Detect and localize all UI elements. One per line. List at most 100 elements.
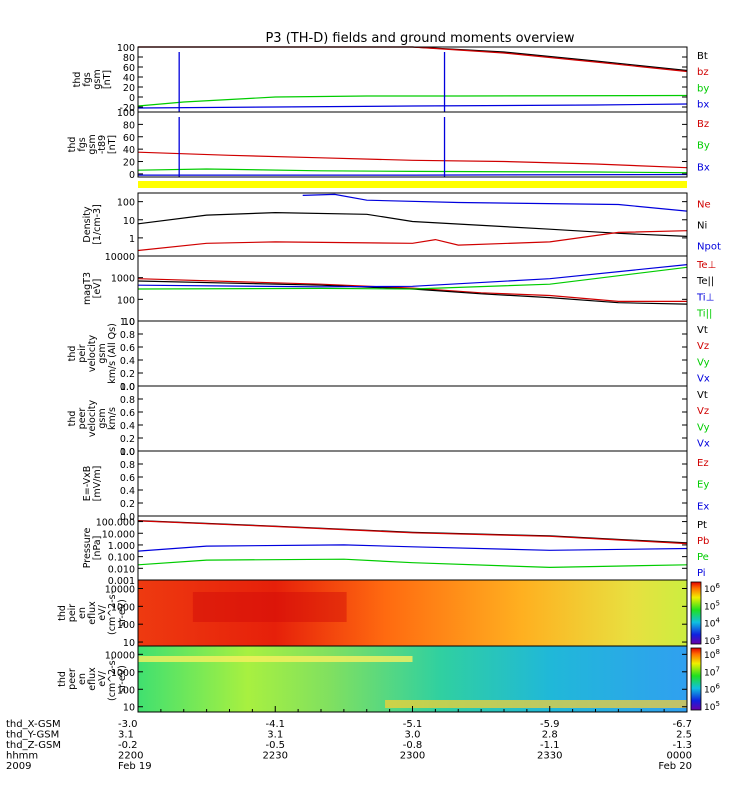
y-tick-label: 0.6 xyxy=(120,343,135,354)
legend-entry: Vx xyxy=(697,374,710,385)
series-line-pi xyxy=(137,544,688,552)
y-tick-label: 0.4 xyxy=(120,486,135,497)
y-tick-label: 100 xyxy=(117,620,135,631)
spectrogram-core xyxy=(192,592,347,622)
chart-title: P3 (TH-D) fields and ground moments over… xyxy=(265,31,574,46)
legend-entry: Ex xyxy=(697,501,709,512)
series-line-bt xyxy=(138,46,688,72)
series-line-pb xyxy=(137,520,688,545)
y-axis-label: E=-VxB[mV/m] xyxy=(82,466,103,502)
y-tick-label: 0.0 xyxy=(120,447,135,458)
y-tick-label: -20 xyxy=(119,103,135,114)
legend-entry: Pi xyxy=(697,568,706,579)
legend-entry: Vz xyxy=(697,406,709,417)
legend-entry: by xyxy=(697,83,709,94)
y-tick-label: 10 xyxy=(123,703,135,714)
panel-peer_eflux: 108 107 106 105 10000 1000 100 10 thdpeereneflux… xyxy=(57,645,720,714)
y-tick-label: 0.010 xyxy=(108,564,135,575)
y-axis-label: thdpeervelocitygsmkm/s xyxy=(67,400,118,438)
spectrogram-band xyxy=(138,656,413,662)
y-tick-label: 1000 xyxy=(111,274,135,285)
y-tick-label: 40 xyxy=(123,73,135,84)
legend-entry: Bt xyxy=(697,51,708,62)
legend-entry: Vt xyxy=(697,325,708,336)
series-line-npot xyxy=(302,193,688,212)
y-tick-label: 100 xyxy=(117,685,135,696)
y-tick-label: 0.6 xyxy=(120,408,135,419)
x-tick-value: 2.5 xyxy=(676,730,692,741)
series-line-ti|| xyxy=(137,266,688,290)
x-tick-value: -0.8 xyxy=(403,740,423,751)
series-line-ne xyxy=(137,230,688,252)
series-line-bz xyxy=(137,151,688,169)
series-line-by xyxy=(137,94,688,107)
y-tick-label: 20 xyxy=(123,158,135,169)
y-tick-label: 10 xyxy=(123,638,135,649)
panel-frame xyxy=(137,46,688,113)
colorbar-tick-label: 106 xyxy=(704,582,720,595)
y-tick-label: 0.8 xyxy=(120,330,135,341)
y-tick-label: 1.0 xyxy=(120,447,135,458)
y-tick-label: 40 xyxy=(123,145,135,156)
x-tick-value: 3.1 xyxy=(267,730,283,741)
x-tick-value: -5.1 xyxy=(403,719,423,730)
panel-frame xyxy=(137,385,688,452)
x-tick-value: 3.1 xyxy=(118,730,134,741)
y-tick-label: 100 xyxy=(117,198,135,209)
mode-indicator-bar xyxy=(138,181,687,188)
legend-entry: Bx xyxy=(697,162,710,173)
y-tick-label: 0.2 xyxy=(120,499,135,510)
colorbar-tick-label: 105 xyxy=(704,599,720,612)
y-tick-label: 1.0 xyxy=(120,317,135,328)
y-tick-label: 100 xyxy=(117,43,135,54)
legend-entry: Vy xyxy=(697,422,710,433)
y-axis-label: thdfgsgsm[nT] xyxy=(72,69,113,89)
series-line-bz xyxy=(138,46,688,73)
legend-entry: Ne xyxy=(697,200,711,211)
y-tick-label: 100.000 xyxy=(96,518,135,529)
x-tick-value: -3.0 xyxy=(118,719,138,730)
x-row-label: thd_X-GSM xyxy=(6,719,61,730)
y-axis-label: magT3[eV] xyxy=(82,272,103,305)
y-tick-label: 10000 xyxy=(105,650,135,661)
colorbar-tick-label: 108 xyxy=(704,648,720,661)
x-tick-value: Feb 19 xyxy=(118,761,152,772)
colorbar-tick-label: 106 xyxy=(704,683,720,696)
y-axis-label: Pressure[nPa] xyxy=(82,528,103,569)
y-tick-label: 60 xyxy=(123,63,135,74)
spectrogram-peir_eflux xyxy=(138,580,687,646)
y-tick-label: 0 xyxy=(129,170,135,181)
legend-entry: bz xyxy=(697,67,709,78)
y-axis-label: Density[1/cm-3] xyxy=(82,204,103,245)
x-tick-value: 2.8 xyxy=(542,730,558,741)
series-line-by xyxy=(137,168,688,174)
x-tick-value: -6.7 xyxy=(672,719,692,730)
panel-efield: 1.0 0.8 0.6 0.4 0.2 0.0 E=-VxB[mV/m] Ez Ey Ex xyxy=(82,447,709,523)
x-tick-value: 2230 xyxy=(263,751,288,762)
x-tick-value: -4.1 xyxy=(265,719,285,730)
y-tick-label: 1.0 xyxy=(120,382,135,393)
legend-entry: Vt xyxy=(697,390,708,401)
panel-frame xyxy=(137,192,688,257)
panel-peer_velocity: 1.0 0.8 0.6 0.4 0.2 0.0thdpeervelocitygsmkm/s… xyxy=(67,382,710,458)
y-tick-label: 0.6 xyxy=(120,473,135,484)
y-tick-label: 10 xyxy=(123,216,135,227)
x-tick-value: 0000 xyxy=(667,751,692,762)
y-tick-label: 1000 xyxy=(111,602,135,613)
x-tick-value: -1.3 xyxy=(672,740,692,751)
x-row-label: 2009 xyxy=(6,761,31,772)
panel-peir_eflux: 106 105 104 103 10000 1000 100 10 thdpeireneflux… xyxy=(57,579,720,649)
colorbar-tick-label: 103 xyxy=(704,634,720,647)
legend-entry: Pt xyxy=(697,520,707,531)
legend-entry: Pe xyxy=(697,552,709,563)
x-tick-value: -0.2 xyxy=(118,740,138,751)
series-line-te|| xyxy=(137,280,688,305)
legend-entry: Bz xyxy=(697,119,709,130)
colorbar-peer_eflux xyxy=(690,647,702,711)
x-tick-value: -0.5 xyxy=(265,740,285,751)
series-line-bx xyxy=(137,103,688,109)
legend-entry: Pb xyxy=(697,536,709,547)
legend-entry: Ni xyxy=(697,221,707,232)
